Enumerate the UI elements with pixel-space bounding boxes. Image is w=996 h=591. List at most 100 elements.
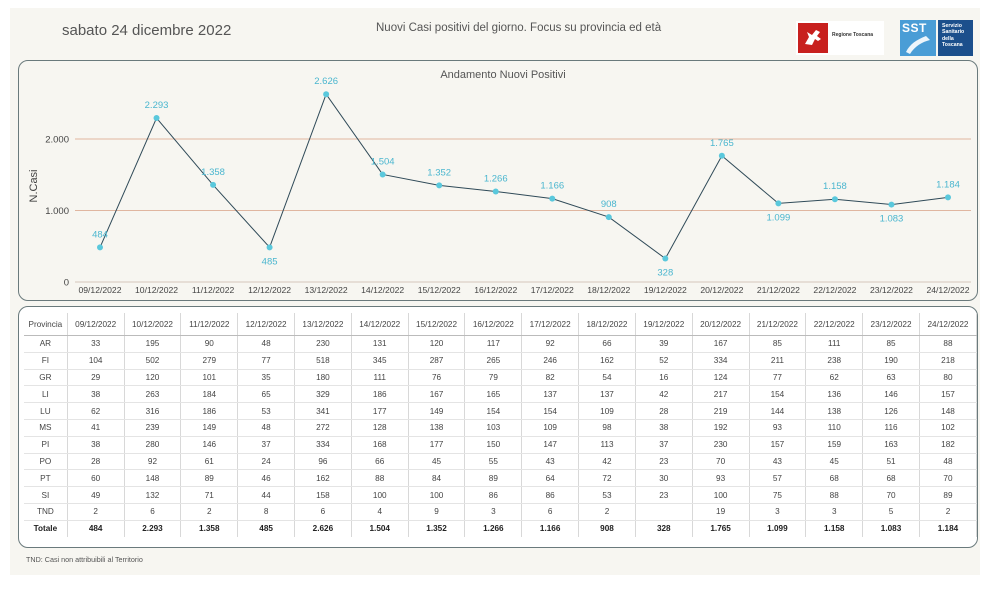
table-cell: 6	[521, 503, 580, 521]
table-cell: 163	[862, 436, 920, 454]
table-column-header: 14/12/2022	[351, 313, 409, 336]
table-cell: 35	[237, 369, 296, 387]
table-cell: 149	[180, 419, 239, 437]
table-column-header: 12/12/2022	[237, 313, 296, 336]
table-cell: 147	[521, 436, 580, 454]
table-cell: 1.765	[692, 519, 750, 537]
data-point	[945, 194, 951, 201]
table-cell: 30	[635, 469, 693, 488]
province-label: Totale	[24, 519, 68, 537]
table-cell: 263	[124, 385, 182, 404]
table-cell: 2	[578, 503, 636, 521]
x-tick-label: 15/12/2022	[418, 285, 461, 295]
table-cell: 92	[521, 335, 580, 353]
table-column-header: 17/12/2022	[521, 313, 580, 336]
chart-panel: Andamento Nuovi Positivi N.Casi 0 1.000 2.…	[18, 60, 978, 301]
report-date: sabato 24 dicembre 2022	[62, 22, 232, 39]
table-column-header: 11/12/2022	[180, 313, 239, 336]
table-cell: 54	[578, 369, 636, 387]
table-cell	[635, 503, 693, 521]
table-row: AR 33 195 90 48 230 131 120 117 92 66 39 167 85 111 85 8…	[24, 335, 978, 353]
data-label: 485	[262, 256, 278, 267]
table-row: SI 49 132 71 44 158 100 100 86 86 53 23 100 75 88 70 89	[24, 486, 978, 504]
table-cell: 68	[805, 469, 864, 488]
table-column-header: 09/12/2022	[67, 313, 125, 336]
province-label: PT	[24, 469, 68, 488]
table-cell: 45	[408, 453, 466, 471]
table-cell: 93	[692, 469, 750, 488]
table-cell: 77	[749, 369, 807, 387]
table-cell: 334	[692, 352, 750, 370]
data-point	[436, 182, 443, 189]
table-row: TND 2 6 2 8 6 4 9 3 6 2 19 3 3 5 2	[24, 503, 978, 521]
table-row: PO 28 92 61 24 96 66 45 55 43 42 23 70 43 45 51 48	[24, 453, 978, 471]
table-column-header: 10/12/2022	[124, 313, 182, 336]
table-cell: 6	[124, 503, 182, 521]
data-label: 1.158	[823, 181, 847, 192]
province-label: LI	[24, 385, 68, 404]
x-tick-label: 18/12/2022	[587, 285, 630, 295]
table-cell: 29	[67, 369, 125, 387]
table-cell: 24	[237, 453, 296, 471]
report-subtitle: Nuovi Casi positivi del giorno. Focus su…	[376, 22, 662, 34]
table-cell: 218	[919, 352, 978, 370]
line-chart: Andamento Nuovi Positivi N.Casi 0 1.000 2.…	[28, 69, 971, 295]
table-cell: 137	[521, 385, 580, 404]
table-cell: 65	[237, 385, 296, 404]
x-tick-label: 19/12/2022	[644, 285, 687, 295]
footnote: TND: Casi non attribuibili al Territorio	[26, 555, 143, 564]
province-label: MS	[24, 419, 68, 437]
table-cell: 37	[635, 436, 693, 454]
table-cell: 146	[180, 436, 239, 454]
table-cell: 38	[67, 385, 125, 404]
table-cell: 138	[805, 402, 864, 420]
table-cell: 1.266	[464, 519, 523, 537]
sst-text: Servizio Sanitario della Toscana	[938, 20, 973, 56]
x-tick-label: 09/12/2022	[78, 285, 121, 295]
x-tick-label: 17/12/2022	[531, 285, 574, 295]
province-label: FI	[24, 352, 68, 370]
y-tick-label: 0	[64, 278, 69, 289]
table-cell: 162	[578, 352, 636, 370]
table-cell: 144	[749, 402, 807, 420]
cases-table: Provincia 09/12/2022 10/12/2022 11/12/2022…	[24, 313, 978, 537]
table-cell: 195	[124, 335, 182, 353]
table-cell: 53	[237, 402, 296, 420]
series-line	[99, 93, 949, 260]
table-cell: 104	[67, 352, 125, 370]
table-cell: 2.626	[294, 519, 352, 537]
table-cell: 485	[237, 519, 296, 537]
table-cell: 16	[635, 369, 693, 387]
data-point	[718, 152, 725, 159]
table-cell: 2.293	[124, 519, 182, 537]
table-row: PT 60 148 89 46 162 88 84 89 64 72 30 93 57 68 68 70	[24, 469, 978, 488]
table-cell: 192	[692, 419, 750, 437]
table-cell: 2	[919, 503, 978, 521]
table-column-header: 21/12/2022	[749, 313, 807, 336]
table-cell: 113	[578, 436, 636, 454]
table-cell: 103	[464, 419, 523, 437]
table-cell: 101	[180, 369, 239, 387]
x-tick-label: 13/12/2022	[305, 285, 348, 295]
regione-toscana-label: Regione Toscana	[832, 32, 874, 38]
table-cell: 85	[862, 335, 920, 353]
table-cell: 88	[351, 469, 409, 488]
table-cell: 62	[67, 402, 125, 420]
data-label: 2.626	[314, 76, 338, 87]
x-tick-label: 12/12/2022	[248, 285, 291, 295]
x-tick-label: 20/12/2022	[700, 285, 743, 295]
table-cell: 165	[464, 385, 523, 404]
table-cell: 8	[237, 503, 296, 521]
table-cell: 62	[805, 369, 864, 387]
table-cell: 126	[862, 402, 920, 420]
data-label: 2.293	[145, 100, 169, 111]
table-cell: 28	[67, 453, 125, 471]
table-cell: 88	[805, 486, 864, 504]
table-cell: 177	[351, 402, 409, 420]
table-cell: 1.166	[521, 519, 580, 537]
table-cell: 71	[180, 486, 239, 504]
data-table-panel: Provincia 09/12/2022 10/12/2022 11/12/2022…	[18, 306, 978, 548]
table-cell: 79	[464, 369, 523, 387]
table-cell: 230	[692, 436, 750, 454]
table-cell: 53	[578, 486, 636, 504]
